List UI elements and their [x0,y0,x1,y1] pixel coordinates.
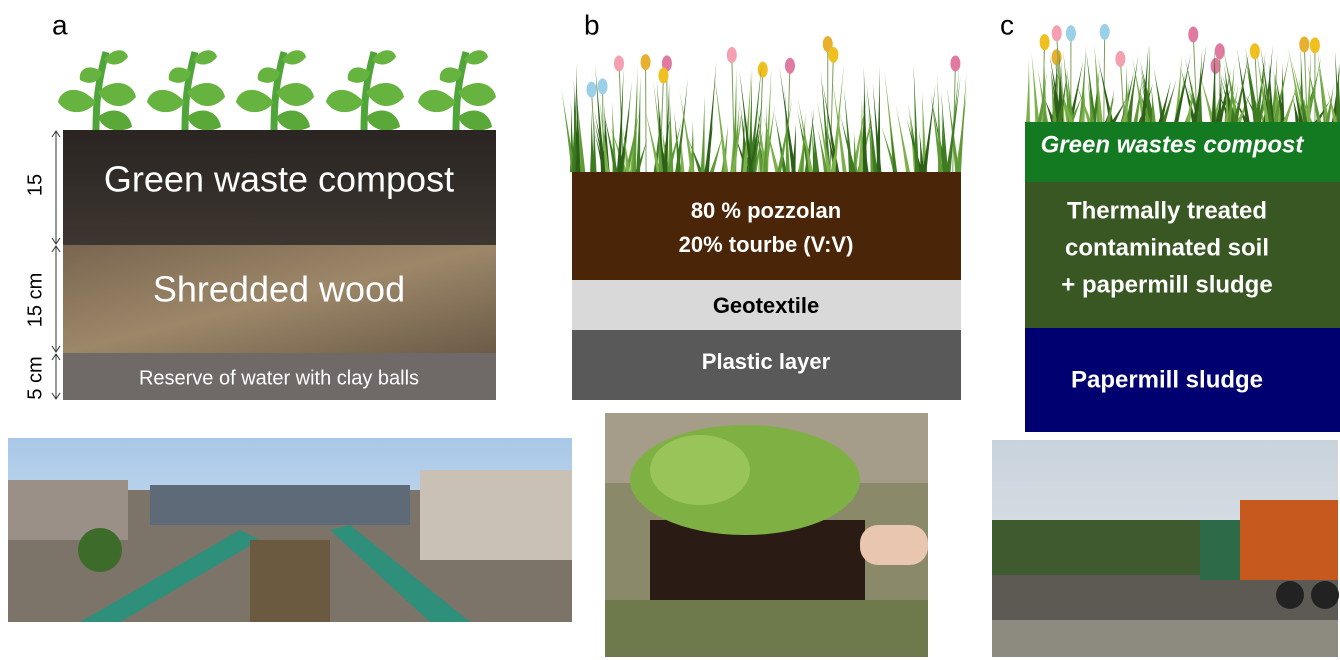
depth-arrows [52,131,60,399]
figure: a Green waste compost Shredded wood Rese… [0,0,1340,660]
layer-text: 20% tourbe (V:V) [679,232,854,257]
depth-label: 5 cm [24,356,46,399]
layer-text: Thermally treated [1067,197,1267,224]
layer-text: contaminated soil [1065,234,1269,261]
photo [992,440,1339,657]
layer-text: Shredded wood [153,269,405,310]
panel-label: b [584,9,600,40]
depth-label: 15 cm [24,273,46,327]
layer-text: Plastic layer [702,349,831,374]
layer-text: Papermill sludge [1071,366,1263,393]
panel-label: a [52,9,68,40]
grass [1026,24,1340,122]
grass [561,36,967,172]
layer-text: 80 % pozzolan [691,198,841,223]
panel-label: c [1000,9,1014,40]
photo [605,413,928,657]
plants [58,50,496,132]
layer-text: + papermill sludge [1061,271,1272,298]
layer-text: Geotextile [713,293,819,318]
layer-text: Green waste compost [104,159,454,200]
photo [8,438,572,622]
layer-text: Green wastes compost [1041,131,1305,158]
layer-text: Reserve of water with clay balls [139,367,419,389]
layer [572,172,961,280]
depth-label: 15 [24,174,46,196]
